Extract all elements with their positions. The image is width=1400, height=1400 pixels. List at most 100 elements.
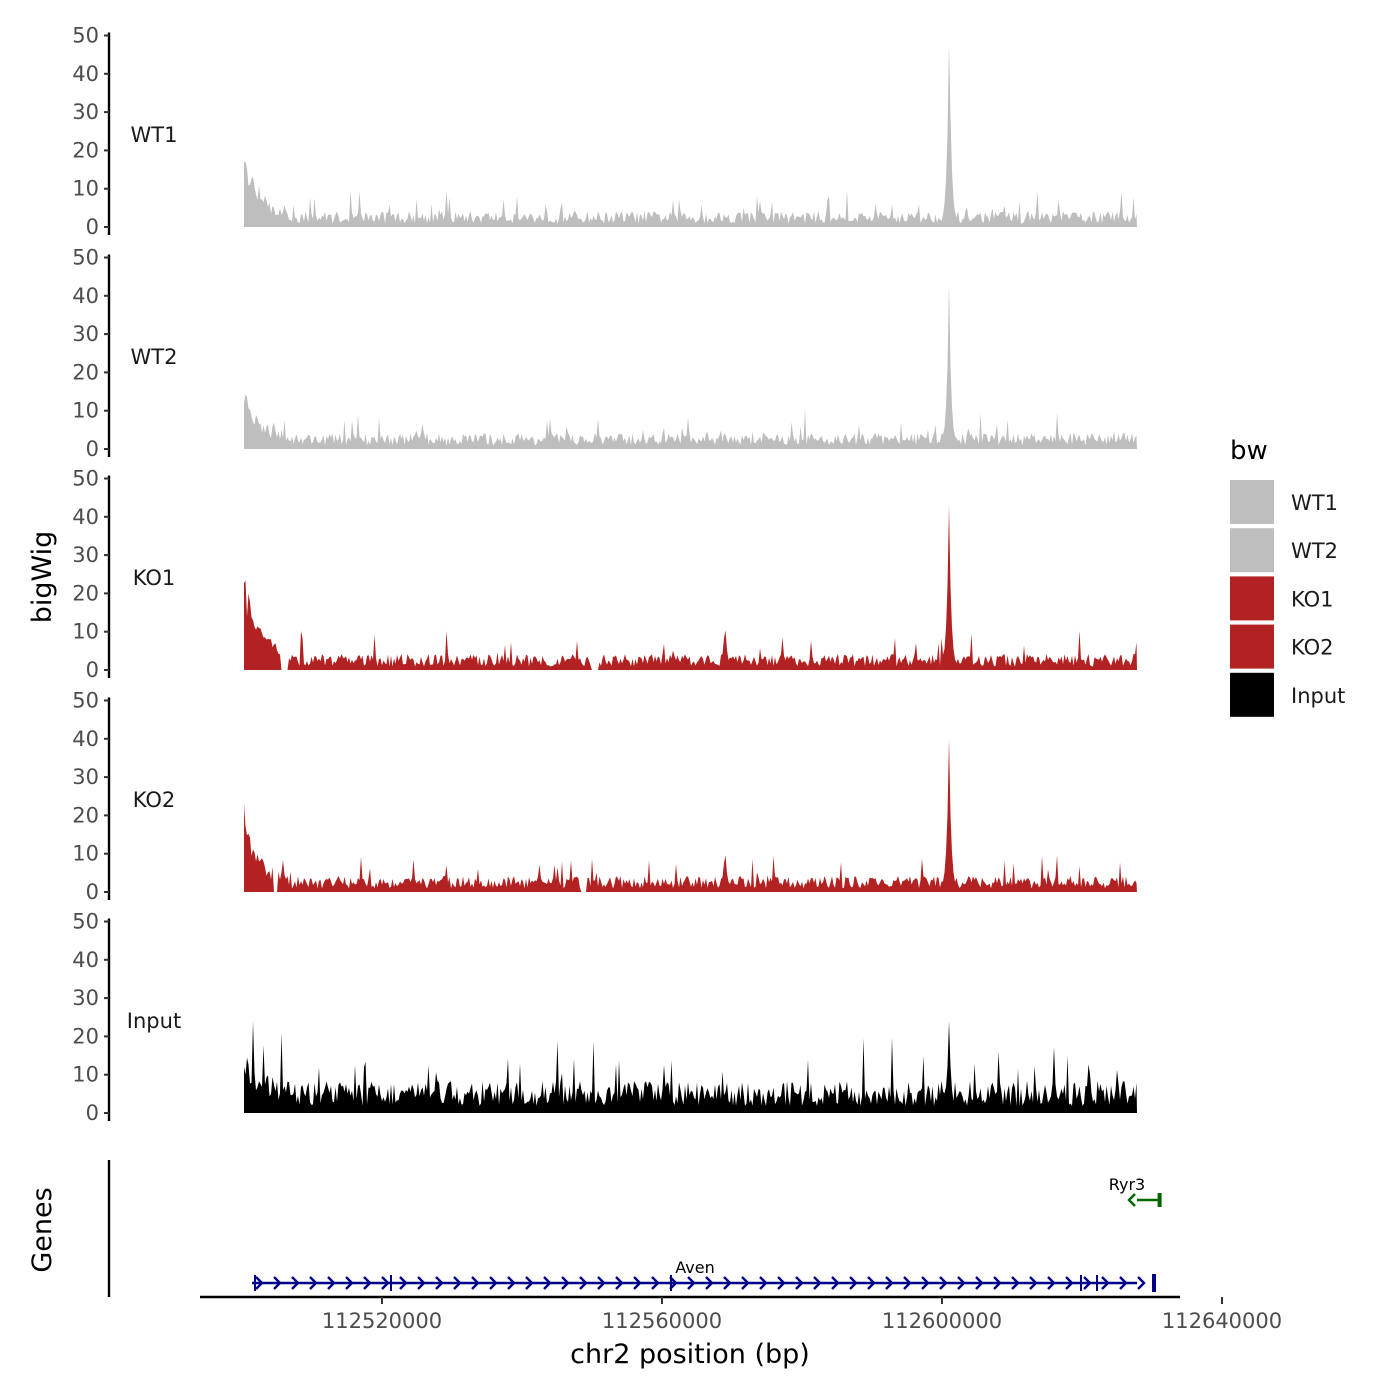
coverage-area-input [244,1021,1137,1113]
coverage-tracks: 0 10 20 30 40 50 WT1 0 10 20 30 40 50 WT2 0 10 20 30 40 50 K… [72,24,1137,1125]
y-tick-label: 50 [72,24,99,48]
y-tick-label: 0 [86,1101,99,1125]
legend-label-input: Input [1291,684,1345,708]
strand-arrow [453,1276,462,1290]
strand-arrow [795,1276,804,1290]
legend-key-input [1230,672,1274,717]
strand-arrow [705,1276,714,1290]
exon [254,1275,256,1291]
track-ko2: 0 10 20 30 40 50 KO2 [72,689,1137,904]
exon [670,1275,672,1291]
gene-ryr3: Ryr3 [1109,1175,1162,1207]
gene-label-ryr3: Ryr3 [1109,1175,1145,1194]
y-axis-title-genes: Genes [27,1187,58,1272]
track-wt2: 0 10 20 30 40 50 WT2 [72,246,1137,461]
strand-arrow [957,1276,966,1290]
legend-key-wt1 [1230,480,1274,524]
track-label-ko2: KO2 [133,788,176,812]
strand-arrow [1065,1276,1074,1290]
exon [1096,1275,1098,1291]
strand-arrow [615,1276,624,1290]
strand-arrow [543,1276,552,1290]
strand-arrow [741,1276,750,1290]
y-tick-label: 30 [72,100,99,124]
strand-arrow [831,1276,840,1290]
y-tick-label: 20 [72,803,99,827]
strand-arrow [975,1276,984,1290]
y-tick-label: 20 [72,581,99,605]
track-label-ko1: KO1 [133,566,176,590]
strand-arrow [1083,1276,1092,1290]
strand-arrow [579,1276,588,1290]
strand-arrow [525,1276,534,1290]
y-tick-label: 10 [72,1063,99,1087]
legend-label-ko2: KO2 [1291,636,1334,660]
y-tick-label: 20 [72,1024,99,1048]
strand-arrow [867,1276,876,1290]
track-label-wt2: WT2 [131,345,178,369]
y-tick-label: 10 [72,620,99,644]
track-label-wt1: WT1 [131,123,178,147]
coverage-area-wt2 [244,284,1137,449]
strand-arrow [939,1276,948,1290]
strand-arrow [417,1276,426,1290]
y-tick-label: 30 [72,543,99,567]
y-tick-label: 40 [72,284,99,308]
strand-arrow [633,1276,642,1290]
strand-arrow [1127,1193,1136,1207]
y-tick-label: 0 [86,215,99,239]
legend-title: bw [1230,436,1268,466]
strand-arrow [345,1276,354,1290]
y-tick-label: 0 [86,880,99,904]
y-tick-label: 40 [72,62,99,86]
track-ko1: 0 10 20 30 40 50 KO1 [72,467,1137,682]
gene-label-aven: Aven [675,1258,714,1277]
y-tick-label: 40 [72,948,99,972]
strand-arrow [1119,1276,1128,1290]
y-tick-label: 20 [72,360,99,384]
strand-arrow [471,1276,480,1290]
track-wt1: 0 10 20 30 40 50 WT1 [72,24,1137,239]
x-tick-label: 112600000 [882,1309,1002,1333]
y-tick-label: 50 [72,246,99,270]
legend-key-ko2 [1230,624,1274,669]
strand-arrow [1011,1276,1020,1290]
strand-arrow [399,1276,408,1290]
strand-arrow [1029,1276,1038,1290]
y-tick-label: 0 [86,437,99,461]
strand-arrow [849,1276,858,1290]
strand-arrow [255,1276,264,1290]
strand-arrow [687,1276,696,1290]
x-axis: 112520000 112560000 112600000 112640000 [200,1295,1282,1333]
exon-block [1152,1274,1156,1292]
x-tick-label: 112520000 [322,1309,442,1333]
y-tick-label: 50 [72,910,99,934]
strand-arrow [1137,1276,1146,1290]
strand-arrow [273,1276,282,1290]
strand-arrow [723,1276,732,1290]
legend-key-wt2 [1230,528,1274,573]
strand-arrow [381,1276,390,1290]
strand-arrow [903,1276,912,1290]
exon [1080,1275,1082,1291]
coverage-area-ko1 [244,505,1137,670]
y-tick-label: 50 [72,689,99,713]
legend: bw WT1 WT2 KO1 KO2 Input [1230,436,1345,717]
track-label-input: Input [127,1009,181,1033]
y-tick-label: 10 [72,842,99,866]
strand-arrow [759,1276,768,1290]
y-tick-label: 50 [72,467,99,491]
strand-arrow [1047,1276,1056,1290]
y-tick-label: 30 [72,986,99,1010]
legend-key-ko1 [1230,576,1274,621]
track-input: 0 10 20 30 40 50 Input [72,910,1137,1125]
gene-aven: Aven [252,1258,1156,1292]
y-tick-label: 0 [86,658,99,682]
strand-arrow [813,1276,822,1290]
strand-arrow [489,1276,498,1290]
strand-arrow [885,1276,894,1290]
strand-arrow [363,1276,372,1290]
y-tick-label: 30 [72,322,99,346]
strand-arrow [507,1276,516,1290]
